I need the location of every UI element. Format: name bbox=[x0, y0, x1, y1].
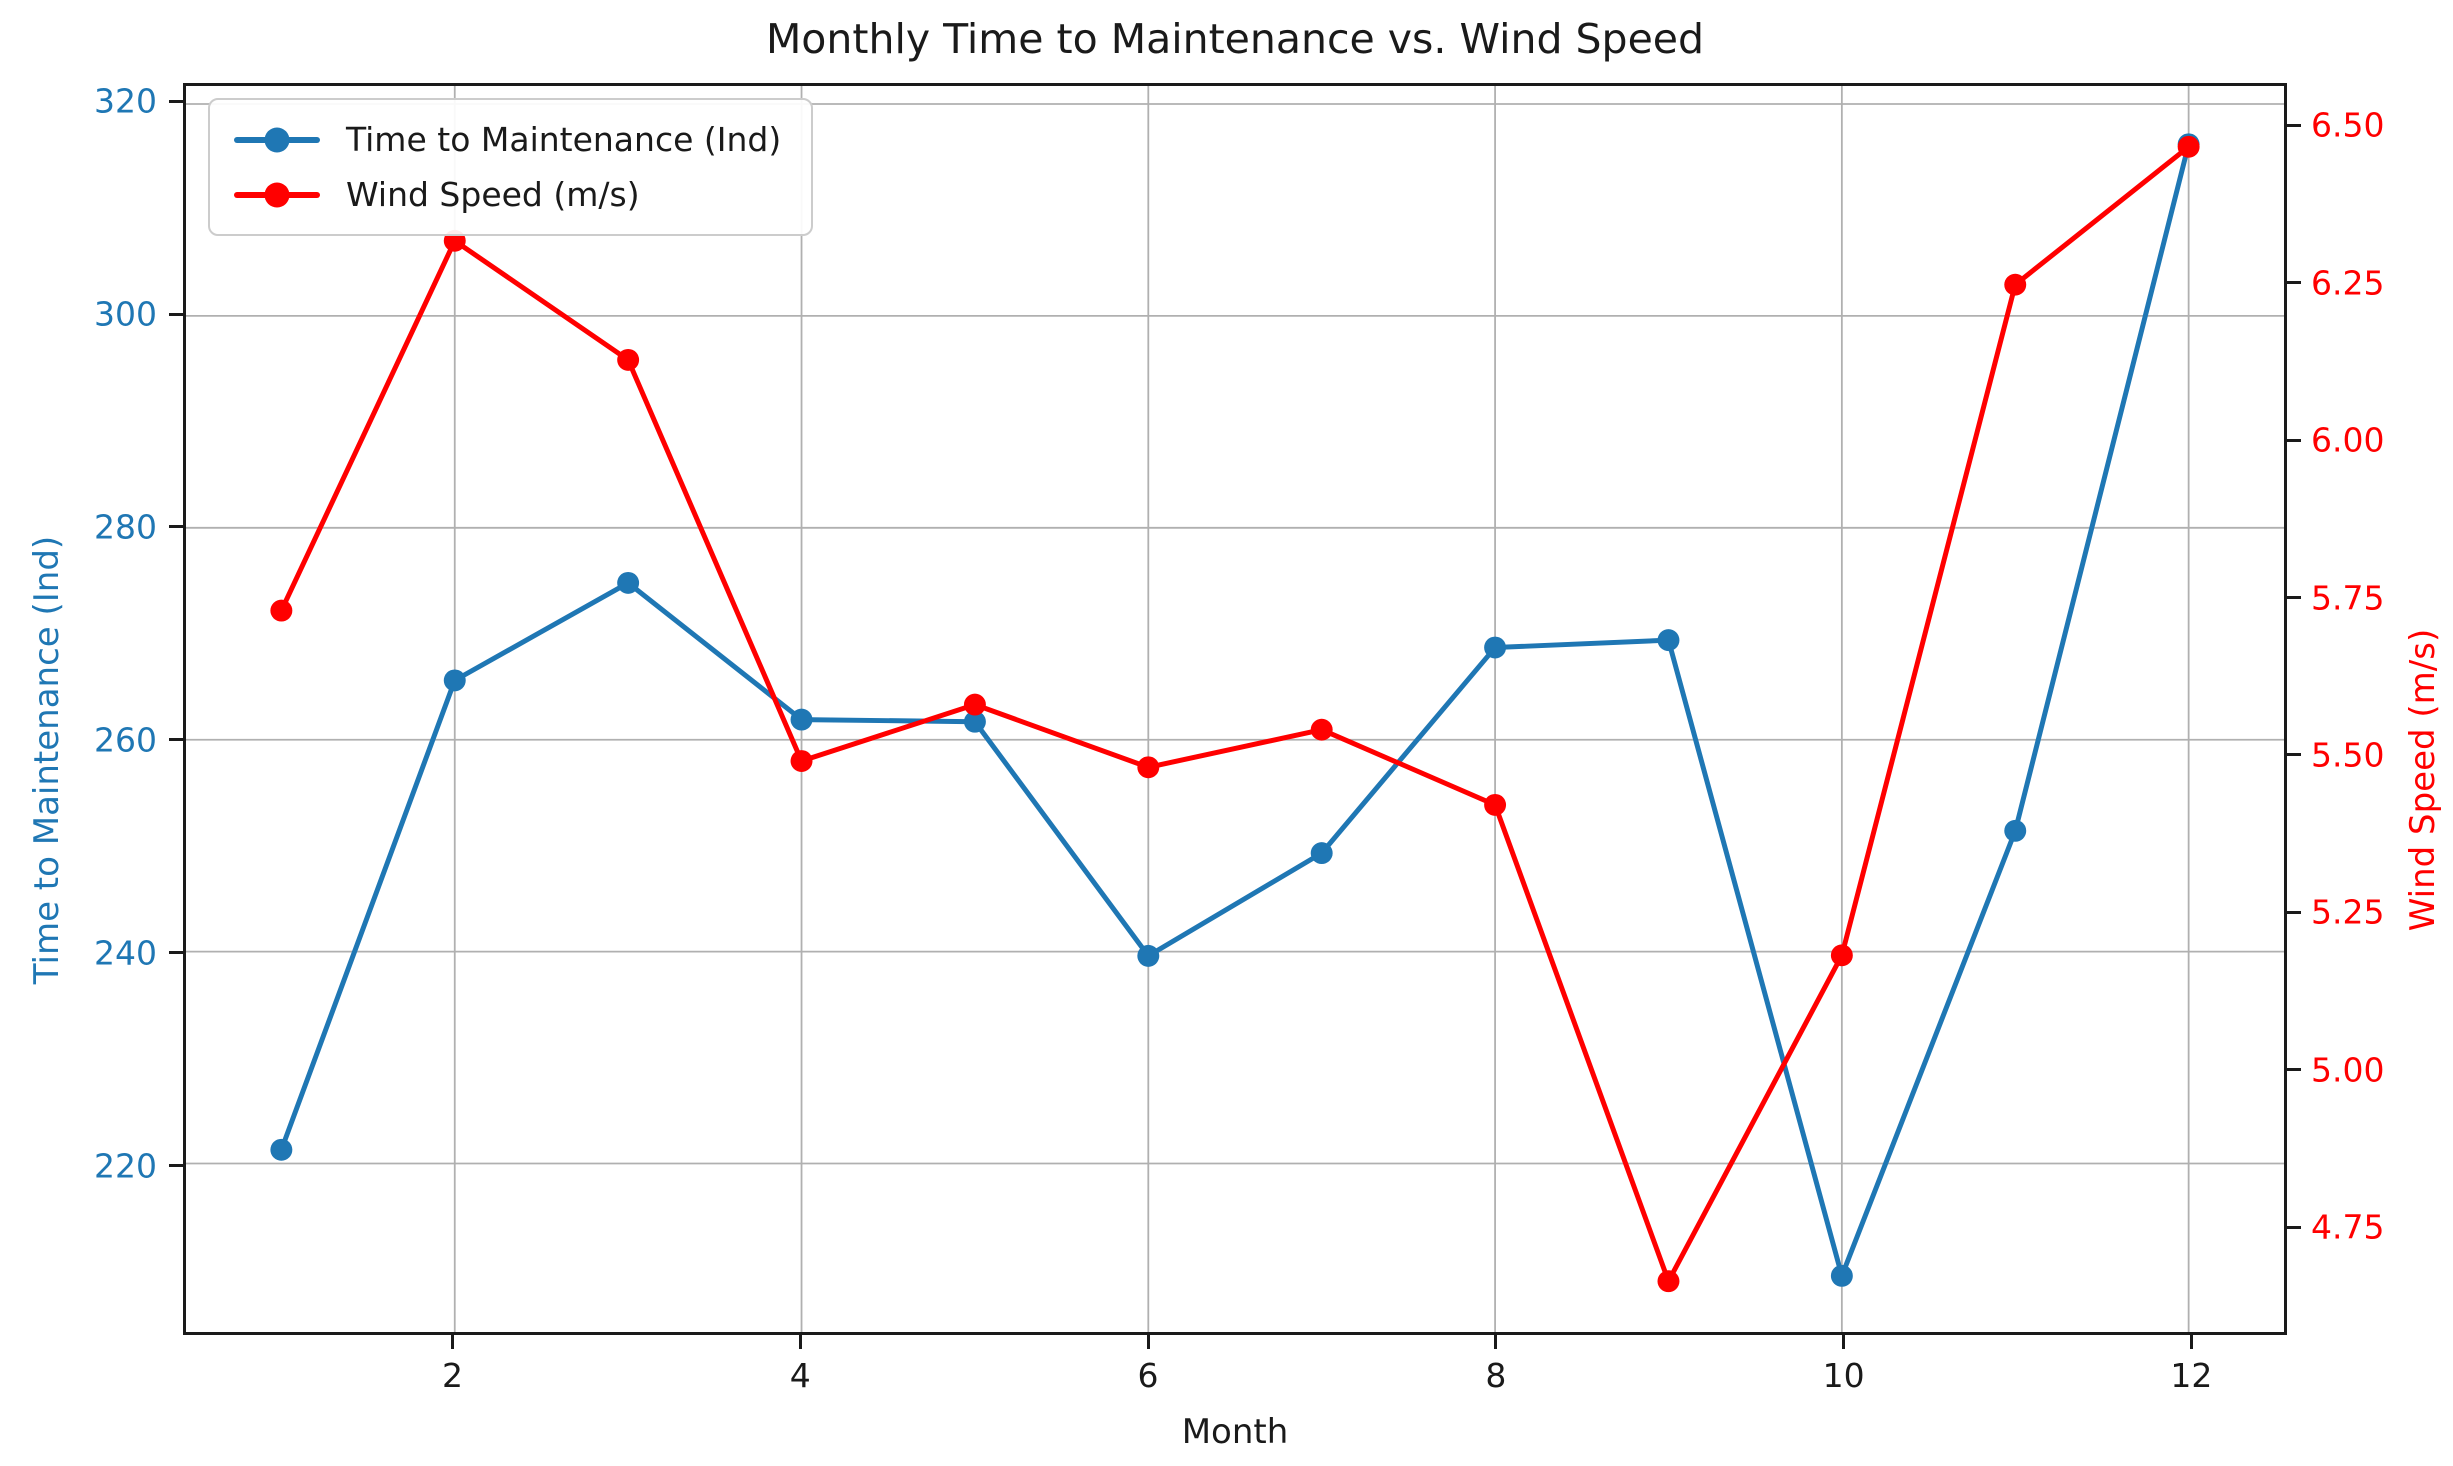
left-tick-label: 320 bbox=[94, 81, 157, 121]
data-point-s1-m1 bbox=[270, 599, 293, 622]
left-tick-label: 220 bbox=[94, 1146, 157, 1186]
left-tick bbox=[169, 951, 183, 955]
right-tick-label: 5.50 bbox=[2311, 735, 2385, 775]
data-point-s0-m1 bbox=[270, 1138, 293, 1161]
data-point-s1-m11 bbox=[2004, 273, 2027, 296]
data-point-s1-m4 bbox=[790, 750, 813, 772]
right-tick bbox=[2287, 438, 2301, 442]
left-tick-label: 300 bbox=[94, 294, 157, 334]
data-point-s0-m10 bbox=[1830, 1264, 1853, 1287]
right-tick bbox=[2287, 596, 2301, 600]
x-tick-label: 2 bbox=[442, 1356, 464, 1395]
legend-entry-wind: Wind Speed (m/s) bbox=[234, 175, 781, 214]
data-point-s0-m4 bbox=[790, 708, 813, 731]
x-tick bbox=[451, 1335, 455, 1349]
series-line-0 bbox=[278, 141, 2192, 1279]
left-tick bbox=[169, 738, 183, 742]
x-tick-label: 10 bbox=[1822, 1356, 1865, 1395]
right-tick-label: 6.50 bbox=[2311, 105, 2385, 145]
left-axis-title: Time to Maintenance (Ind) bbox=[27, 535, 67, 985]
x-tick-label: 6 bbox=[1137, 1356, 1159, 1395]
data-point-s0-m9 bbox=[1657, 629, 1680, 652]
legend-line-marker-icon bbox=[234, 182, 320, 207]
data-point-s1-m8 bbox=[1484, 793, 1507, 816]
data-point-s0-m2 bbox=[443, 669, 466, 692]
chart-title: Monthly Time to Maintenance vs. Wind Spe… bbox=[765, 15, 1705, 63]
data-point-s1-m9 bbox=[1657, 1270, 1680, 1293]
legend-label: Time to Maintenance (Ind) bbox=[346, 120, 782, 159]
data-point-s1-m10 bbox=[1830, 944, 1853, 967]
x-tick bbox=[1842, 1335, 1846, 1349]
legend-dot-icon bbox=[264, 182, 290, 207]
legend: Time to Maintenance (Ind) Wind Speed (m/… bbox=[208, 98, 814, 236]
right-tick-label: 6.25 bbox=[2311, 263, 2385, 303]
right-tick bbox=[2287, 1225, 2301, 1229]
right-tick bbox=[2287, 910, 2301, 914]
right-tick bbox=[2287, 753, 2301, 757]
left-tick-label: 260 bbox=[94, 720, 157, 760]
left-tick bbox=[169, 99, 183, 103]
x-tick-label: 4 bbox=[789, 1356, 811, 1395]
data-point-s1-m12 bbox=[2177, 135, 2200, 158]
right-tick-label: 6.00 bbox=[2311, 420, 2385, 460]
left-tick-label: 280 bbox=[94, 507, 157, 547]
legend-line-marker-icon bbox=[234, 127, 320, 152]
data-point-s1-m5 bbox=[963, 693, 986, 716]
right-tick bbox=[2287, 281, 2301, 285]
x-tick bbox=[2189, 1335, 2193, 1349]
x-tick bbox=[798, 1335, 802, 1349]
series-line-1 bbox=[278, 144, 2192, 1284]
right-axis-title: Wind Speed (m/s) bbox=[2403, 628, 2443, 932]
right-tick-label: 5.75 bbox=[2311, 578, 2385, 618]
right-tick-label: 5.00 bbox=[2311, 1050, 2385, 1090]
x-tick-label: 12 bbox=[2170, 1356, 2213, 1395]
left-tick bbox=[169, 1164, 183, 1168]
left-tick-label: 240 bbox=[94, 933, 157, 973]
plot-area: Time to Maintenance (Ind) Wind Speed (m/… bbox=[183, 83, 2287, 1335]
right-tick-label: 5.25 bbox=[2311, 892, 2385, 932]
data-point-s1-m7 bbox=[1310, 718, 1333, 741]
legend-label: Wind Speed (m/s) bbox=[346, 175, 640, 214]
data-point-s1-m3 bbox=[617, 348, 640, 371]
left-tick bbox=[169, 312, 183, 316]
data-point-s0-m3 bbox=[617, 571, 640, 594]
right-tick bbox=[2287, 123, 2301, 127]
right-tick-label: 4.75 bbox=[2311, 1207, 2385, 1247]
data-point-s0-m8 bbox=[1484, 636, 1507, 659]
x-tick bbox=[1494, 1335, 1498, 1349]
data-point-s0-m6 bbox=[1137, 944, 1160, 967]
x-axis-title: Month bbox=[1181, 1412, 1289, 1452]
data-point-s0-m11 bbox=[2004, 819, 2027, 842]
data-point-s1-m6 bbox=[1137, 756, 1160, 779]
data-point-s0-m5 bbox=[963, 710, 986, 733]
data-point-s0-m7 bbox=[1310, 842, 1333, 865]
right-tick bbox=[2287, 1068, 2301, 1072]
x-tick bbox=[1146, 1335, 1150, 1349]
legend-dot-icon bbox=[264, 127, 290, 152]
legend-entry-maintenance: Time to Maintenance (Ind) bbox=[234, 120, 781, 159]
x-tick-label: 8 bbox=[1485, 1356, 1507, 1395]
plot-canvas bbox=[186, 86, 2284, 1332]
left-tick bbox=[169, 525, 183, 529]
